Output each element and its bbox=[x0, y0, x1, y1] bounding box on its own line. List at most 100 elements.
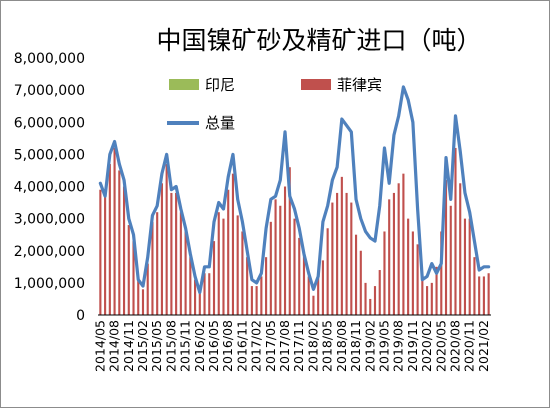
bar-philippines bbox=[473, 257, 476, 315]
bar-philippines bbox=[373, 286, 377, 315]
bar-philippines bbox=[454, 147, 457, 315]
bar-philippines bbox=[122, 186, 126, 315]
bar-philippines bbox=[288, 167, 291, 315]
x-axis: 2014/05 2014/08 2014/11 2015/02 2015/05 2015/… bbox=[92, 314, 491, 372]
y-tick-label: 6,000,000 bbox=[14, 115, 85, 131]
bar-philippines bbox=[179, 212, 182, 315]
bar-philippines bbox=[127, 225, 130, 315]
x-tick-label: 2018/08 bbox=[334, 320, 349, 372]
bar-philippines bbox=[298, 237, 301, 315]
y-tick-label: 4,000,000 bbox=[14, 180, 85, 196]
bar-philippines bbox=[108, 164, 111, 315]
x-tick-label: 2020/08 bbox=[447, 320, 462, 372]
bar-philippines bbox=[388, 199, 391, 315]
y-tick-label: 8,000,000 bbox=[14, 51, 85, 67]
bar-philippines bbox=[383, 231, 386, 315]
bar-philippines bbox=[241, 231, 244, 315]
bar-philippines bbox=[411, 231, 414, 315]
bar-philippines bbox=[430, 282, 433, 315]
y-tick-label: 0 bbox=[76, 308, 85, 324]
x-tick-label: 2019/08 bbox=[391, 320, 406, 372]
bar-philippines bbox=[426, 286, 429, 315]
legend: 印尼 菲律宾 总量 bbox=[167, 76, 382, 132]
bar-philippines bbox=[194, 279, 197, 315]
bar-philippines bbox=[435, 266, 438, 315]
x-tick-label: 2019/05 bbox=[376, 320, 391, 372]
y-tick-label: 3,000,000 bbox=[14, 212, 85, 228]
x-tick-label: 2015/02 bbox=[135, 320, 150, 372]
bar-philippines bbox=[312, 295, 315, 315]
bar-philippines bbox=[184, 231, 187, 315]
bar-philippines bbox=[340, 176, 343, 315]
legend-label-indonesia: 印尼 bbox=[205, 76, 235, 94]
bar-philippines bbox=[487, 273, 490, 315]
x-tick-label: 2014/11 bbox=[121, 320, 136, 372]
x-tick-label: 2017/02 bbox=[249, 320, 264, 372]
x-tick-label: 2020/11 bbox=[462, 320, 477, 372]
bar-philippines bbox=[146, 263, 149, 315]
bar-philippines bbox=[141, 289, 145, 315]
bar-philippines bbox=[402, 173, 405, 315]
x-tick-label: 2014/05 bbox=[92, 320, 107, 372]
x-tick-label: 2017/08 bbox=[277, 320, 292, 372]
bar-philippines bbox=[113, 147, 116, 315]
y-axis: 0 1,000,000 2,000,000 3,000,000 4,000,000 5,0… bbox=[14, 51, 85, 324]
bar-philippines bbox=[459, 183, 462, 315]
bar-philippines bbox=[165, 164, 168, 315]
chart-title: 中国镍矿砂及精矿进口（吨） bbox=[156, 26, 481, 55]
bar-philippines bbox=[369, 298, 372, 315]
bar-philippines bbox=[463, 218, 467, 315]
bar-philippines bbox=[137, 279, 140, 315]
bar-philippines bbox=[246, 257, 249, 315]
legend-swatch-philippines bbox=[301, 79, 331, 90]
x-tick-label: 2014/08 bbox=[107, 320, 122, 372]
x-tick-label: 2015/05 bbox=[149, 320, 164, 372]
bar-philippines bbox=[449, 205, 452, 315]
bar-philippines bbox=[160, 183, 163, 315]
bar-philippines bbox=[198, 292, 201, 315]
x-tick-label: 2016/11 bbox=[234, 320, 249, 372]
bar-philippines bbox=[283, 186, 287, 315]
bar-philippines bbox=[250, 286, 253, 315]
bar-philippines bbox=[118, 170, 121, 315]
bar-philippines bbox=[331, 202, 334, 315]
legend-label-philippines: 菲律宾 bbox=[337, 76, 382, 94]
bar-philippines bbox=[407, 218, 410, 315]
x-tick-label: 2017/05 bbox=[263, 320, 278, 372]
bar-philippines bbox=[364, 282, 367, 315]
bar-philippines bbox=[175, 192, 178, 315]
y-tick-label: 7,000,000 bbox=[14, 83, 85, 99]
bar-philippines bbox=[397, 183, 400, 315]
bar-philippines bbox=[326, 228, 329, 315]
legend-swatch-indonesia bbox=[169, 79, 199, 90]
x-tick-label: 2019/11 bbox=[405, 320, 420, 372]
bar-philippines bbox=[236, 215, 239, 315]
bar-philippines bbox=[359, 250, 362, 315]
legend-label-total: 总量 bbox=[205, 114, 235, 132]
bar-philippines bbox=[151, 221, 154, 315]
x-tick-label: 2016/05 bbox=[206, 320, 221, 372]
bar-philippines bbox=[274, 199, 277, 315]
bar-philippines bbox=[255, 286, 258, 315]
bar-philippines bbox=[321, 260, 324, 315]
bar-philippines bbox=[279, 205, 282, 315]
bar-philippines bbox=[212, 241, 216, 315]
x-tick-label: 2016/08 bbox=[220, 320, 235, 372]
x-tick-label: 2017/11 bbox=[291, 320, 306, 372]
x-tick-label: 2020/02 bbox=[419, 320, 434, 372]
bar-philippines bbox=[317, 276, 320, 315]
bar-philippines bbox=[269, 221, 272, 315]
bar-philippines bbox=[444, 180, 448, 315]
bar-philippines bbox=[265, 257, 268, 315]
bar-philippines bbox=[416, 244, 419, 315]
bar-philippines bbox=[307, 276, 310, 315]
bar-philippines bbox=[156, 212, 159, 315]
y-tick-label: 5,000,000 bbox=[14, 147, 85, 163]
bar-philippines bbox=[482, 276, 485, 315]
bar-philippines bbox=[189, 257, 192, 315]
bar-philippines bbox=[208, 273, 211, 315]
x-tick-label: 2016/02 bbox=[192, 320, 207, 372]
x-tick-label: 2020/05 bbox=[433, 320, 448, 372]
